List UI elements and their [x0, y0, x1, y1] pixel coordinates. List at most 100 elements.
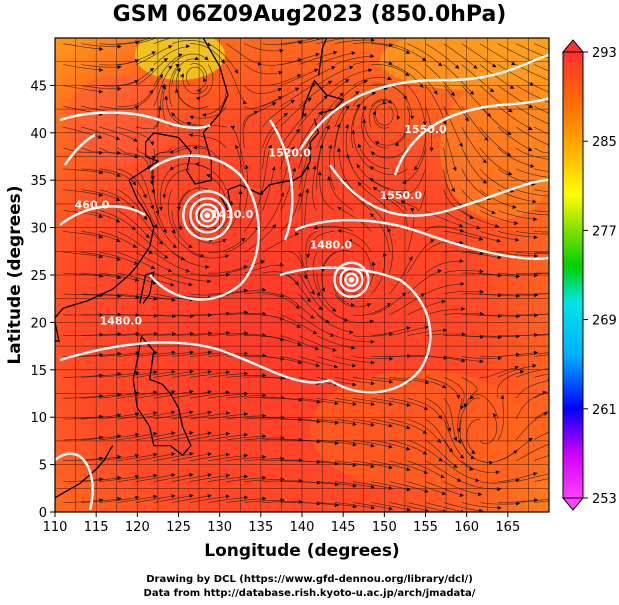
streamline: [226, 261, 263, 274]
streamline: [280, 314, 315, 333]
streamline: [81, 85, 119, 90]
streamline-arrow: [134, 277, 140, 282]
streamline-arrow: [532, 363, 537, 368]
streamline-arrow: [244, 371, 249, 376]
streamline: [244, 103, 275, 128]
streamline: [402, 189, 426, 212]
streamline-arrow: [484, 136, 489, 141]
streamline: [208, 175, 227, 211]
streamline: [516, 352, 549, 357]
streamline-arrow: [297, 342, 302, 347]
streamline-arrow: [457, 478, 462, 482]
streamline: [389, 418, 425, 433]
streamline: [316, 439, 355, 445]
streamline-arrow: [514, 365, 519, 370]
streamline: [316, 377, 354, 385]
streamline: [99, 231, 135, 247]
streamline: [479, 293, 518, 297]
contour-line: [294, 218, 549, 260]
streamline-arrow: [408, 256, 413, 261]
streamline: [461, 314, 500, 317]
streamline-arrow: [533, 471, 538, 476]
streamline-arrow: [153, 494, 158, 499]
streamline: [334, 39, 373, 44]
streamline: [298, 148, 311, 190]
streamline: [117, 92, 152, 107]
streamline-arrow: [331, 66, 336, 70]
streamline-arrow: [297, 192, 302, 197]
streamline: [178, 187, 209, 208]
streamline: [280, 131, 299, 169]
streamline: [135, 38, 158, 44]
streamline-arrow: [388, 465, 393, 470]
streamline-arrow: [189, 350, 194, 355]
streamline: [371, 502, 409, 510]
streamline-arrow: [482, 159, 487, 164]
contour-line: [393, 96, 549, 176]
streamline: [262, 356, 300, 363]
streamline: [81, 333, 119, 336]
streamlines: [63, 38, 556, 512]
streamline-arrow: [473, 64, 478, 69]
streamline-arrow: [305, 254, 310, 259]
streamline-arrow: [178, 53, 183, 58]
streamline: [461, 251, 499, 258]
streamline: [497, 147, 532, 167]
streamline: [425, 241, 461, 253]
streamline-arrow: [437, 269, 442, 274]
streamline-arrow: [370, 422, 375, 427]
streamline: [208, 239, 244, 253]
streamline: [389, 258, 412, 295]
streamline-arrow: [349, 330, 354, 335]
x-tick-label: 140: [290, 520, 315, 535]
streamline: [117, 475, 155, 482]
streamline-arrow: [345, 105, 350, 110]
contour-line: [149, 154, 260, 301]
streamline: [117, 496, 155, 503]
cyclone-center: [204, 212, 211, 219]
streamline-arrow: [370, 464, 375, 469]
streamline-arrow: [243, 265, 248, 270]
streamline: [389, 481, 426, 492]
streamline: [329, 147, 336, 190]
streamline: [497, 499, 536, 503]
streamline-arrow: [489, 88, 495, 93]
streamline-arrow: [168, 45, 173, 49]
streamline-arrow: [152, 280, 157, 285]
colorbar-top-arrow: [561, 39, 585, 53]
streamline: [117, 372, 155, 378]
streamline-arrow: [188, 244, 193, 248]
colorbar: 293 285 277 269 261 253: [561, 39, 617, 511]
contour-label: 1520.0: [268, 147, 311, 160]
streamline-arrow: [164, 95, 169, 100]
streamline: [153, 293, 191, 300]
streamline-arrow: [513, 450, 518, 455]
streamline: [334, 81, 366, 107]
streamline-arrow: [441, 384, 447, 389]
streamline-arrow: [352, 442, 357, 447]
streamline: [443, 106, 462, 145]
streamline-arrow: [441, 299, 446, 304]
streamline-arrow: [396, 192, 402, 197]
footer-credit-drawing: Drawing by DCL (https://www.gfd-dennou.o…: [146, 574, 473, 585]
streamline: [117, 52, 154, 65]
streamline: [316, 273, 335, 310]
streamline-arrow: [469, 395, 474, 400]
streamline: [244, 193, 262, 232]
streamline: [99, 476, 137, 482]
streamline: [208, 476, 246, 482]
streamline-arrow: [552, 194, 556, 198]
streamline: [515, 168, 549, 178]
streamline: [352, 418, 391, 427]
streamline: [534, 43, 549, 50]
streamline-arrow: [492, 63, 497, 68]
contour-line: [59, 205, 146, 226]
streamline-arrow: [164, 254, 169, 259]
streamline-arrow: [478, 236, 484, 241]
streamline-arrow: [459, 259, 464, 264]
streamline: [396, 106, 410, 145]
streamline: [164, 168, 191, 196]
streamline-arrow: [551, 366, 556, 371]
streamline-arrow: [387, 76, 392, 81]
contour-line: [64, 133, 96, 166]
